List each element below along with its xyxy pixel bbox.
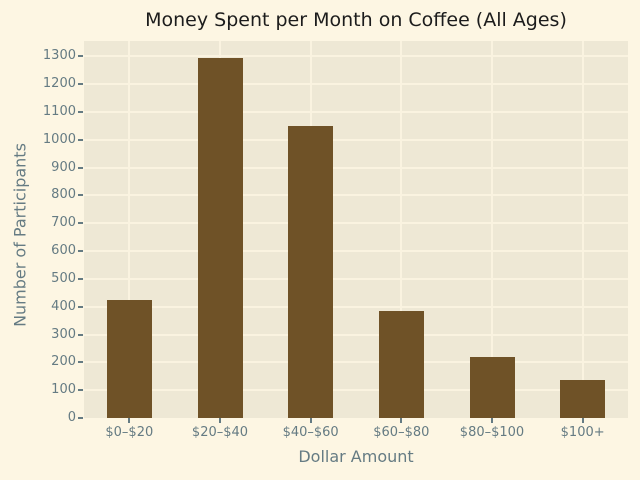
x-tick-mark — [219, 418, 221, 423]
y-tick-mark — [78, 417, 83, 419]
y-tick-label: 1200 — [42, 76, 76, 92]
y-gridline — [84, 138, 628, 141]
x-tick-label: $80–$100 — [459, 425, 525, 440]
y-tick-label: 1300 — [42, 48, 76, 64]
y-tick-mark — [78, 166, 83, 169]
bar — [197, 57, 243, 418]
x-gridline — [128, 41, 131, 418]
y-gridline — [84, 250, 628, 253]
y-tick-label: 700 — [51, 215, 76, 231]
y-tick-mark — [78, 277, 83, 280]
x-tick-mark — [309, 418, 312, 423]
x-tick-mark — [128, 418, 131, 423]
y-tick-label: 200 — [51, 354, 76, 370]
x-tick-label: $20–$40 — [191, 425, 249, 440]
y-tick-mark — [78, 389, 83, 392]
bar — [378, 310, 424, 418]
x-tick-label: $60–$80 — [373, 425, 430, 440]
x-tick-mark — [400, 418, 403, 423]
y-gridline — [84, 222, 628, 225]
y-tick-label: 900 — [51, 159, 76, 175]
y-tick-label: 600 — [51, 243, 76, 259]
y-gridline — [84, 305, 628, 308]
y-tick-mark — [78, 361, 83, 364]
y-tick-mark — [78, 333, 83, 336]
y-gridline — [84, 166, 628, 169]
x-gridline — [491, 41, 493, 418]
x-gridline — [581, 41, 584, 418]
y-gridline — [84, 194, 628, 197]
chart-title: Money Spent per Month on Coffee (All Age… — [145, 9, 567, 31]
y-gridline — [84, 83, 628, 86]
y-tick-label: 800 — [51, 187, 76, 203]
y-tick-mark — [78, 55, 83, 58]
y-tick-label: 1000 — [42, 131, 76, 147]
y-axis-label: Number of Participants — [10, 143, 30, 327]
x-tick-mark — [491, 418, 493, 423]
x-axis-label: Dollar Amount — [298, 447, 414, 466]
y-tick-mark — [78, 194, 83, 197]
bar — [106, 299, 152, 418]
y-tick-label: 1100 — [42, 103, 76, 119]
y-gridline — [84, 361, 628, 364]
y-tick-mark — [78, 83, 83, 86]
x-tick-label: $40–$60 — [282, 425, 339, 440]
y-gridline — [84, 389, 628, 392]
y-tick-label: 300 — [51, 326, 76, 342]
bar — [560, 380, 606, 418]
y-tick-label: 400 — [51, 298, 76, 314]
y-tick-mark — [78, 222, 83, 225]
bar — [469, 356, 515, 418]
y-tick-mark — [78, 250, 83, 253]
plot-area — [84, 41, 628, 418]
y-tick-label: 0 — [67, 410, 76, 425]
x-tick-mark — [581, 418, 584, 423]
y-tick-label: 100 — [51, 382, 76, 398]
x-tick-label: $0–$20 — [105, 425, 154, 440]
bar — [288, 125, 334, 418]
y-tick-mark — [78, 305, 83, 308]
y-tick-mark — [78, 110, 83, 113]
y-gridline — [84, 333, 628, 336]
y-gridline — [84, 55, 628, 58]
x-tick-label: $100+ — [560, 425, 605, 440]
y-gridline — [84, 277, 628, 280]
y-gridline — [84, 110, 628, 113]
x-gridline — [400, 41, 403, 418]
y-tick-mark — [78, 138, 83, 141]
y-tick-label: 500 — [51, 270, 76, 286]
